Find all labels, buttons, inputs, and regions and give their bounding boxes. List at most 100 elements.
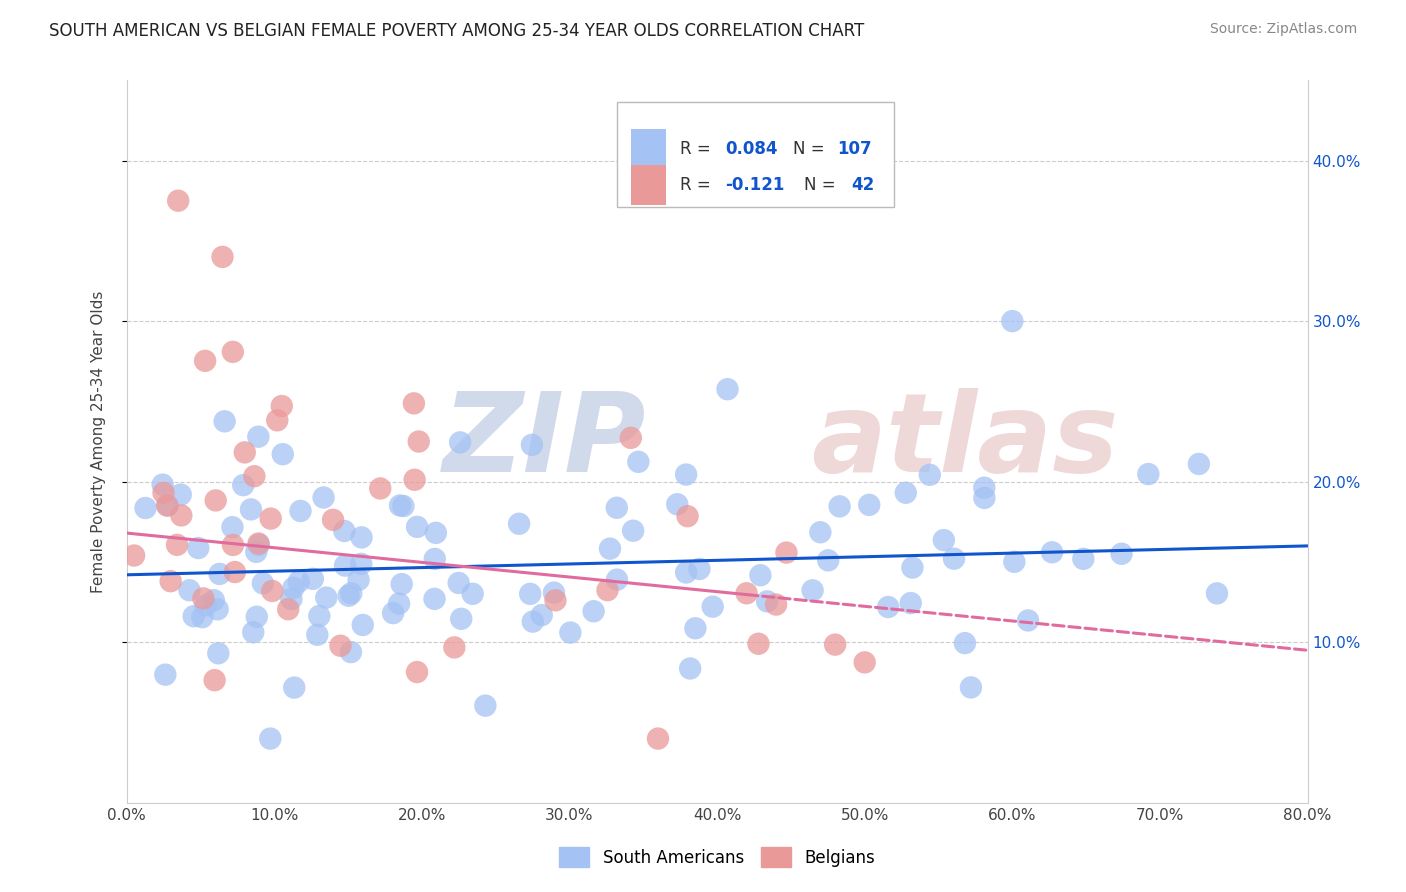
Point	[322, 513, 344, 527]
Point	[266, 413, 288, 427]
Text: ZIP: ZIP	[443, 388, 647, 495]
Point	[447, 576, 470, 591]
Text: Source: ZipAtlas.com: Source: ZipAtlas.com	[1209, 22, 1357, 37]
Point	[233, 445, 256, 459]
Point	[187, 541, 209, 555]
Point	[474, 698, 496, 713]
Point	[156, 499, 179, 513]
Point	[207, 602, 229, 616]
Point	[252, 576, 274, 591]
Point	[170, 488, 193, 502]
Point	[290, 504, 312, 518]
Point	[350, 557, 373, 571]
Point	[340, 586, 363, 600]
Point	[1137, 467, 1160, 481]
Point	[599, 541, 621, 556]
Point	[194, 354, 217, 368]
Point	[853, 656, 876, 670]
Point	[901, 560, 924, 574]
Point	[530, 608, 553, 623]
Point	[202, 593, 225, 607]
Point	[404, 473, 426, 487]
Point	[247, 430, 270, 444]
Point	[406, 520, 429, 534]
Point	[775, 545, 797, 559]
Point	[461, 587, 484, 601]
Point	[302, 572, 325, 586]
Point	[271, 447, 294, 461]
Point	[900, 596, 922, 610]
Point	[1073, 551, 1095, 566]
Point	[408, 434, 430, 449]
Point	[894, 485, 917, 500]
Text: N =: N =	[793, 140, 830, 158]
Point	[520, 438, 543, 452]
Point	[204, 673, 226, 688]
Legend: South Americans, Belgians: South Americans, Belgians	[553, 840, 882, 874]
Point	[245, 545, 267, 559]
Point	[204, 493, 226, 508]
Point	[389, 499, 412, 513]
Point	[828, 500, 851, 514]
Point	[801, 583, 824, 598]
Point	[423, 552, 446, 566]
Point	[627, 455, 650, 469]
Y-axis label: Female Poverty Among 25-34 Year Olds: Female Poverty Among 25-34 Year Olds	[91, 291, 105, 592]
Point	[270, 399, 292, 413]
Point	[262, 584, 284, 599]
Point	[232, 478, 254, 492]
Point	[765, 598, 787, 612]
Point	[449, 435, 471, 450]
Point	[1040, 545, 1063, 559]
Point	[247, 538, 270, 552]
Point	[388, 597, 411, 611]
Point	[918, 467, 941, 482]
Point	[224, 565, 246, 579]
Point	[544, 593, 567, 607]
Point	[333, 558, 356, 573]
Text: N =: N =	[804, 176, 846, 194]
Point	[242, 625, 264, 640]
Point	[368, 482, 391, 496]
Point	[167, 194, 190, 208]
Point	[808, 525, 831, 540]
Point	[312, 491, 335, 505]
Point	[606, 573, 628, 587]
Point	[973, 491, 995, 505]
Text: SOUTH AMERICAN VS BELGIAN FEMALE POVERTY AMONG 25-34 YEAR OLDS CORRELATION CHART: SOUTH AMERICAN VS BELGIAN FEMALE POVERTY…	[49, 22, 865, 40]
Point	[749, 568, 772, 582]
Point	[960, 681, 983, 695]
Text: -0.121: -0.121	[725, 176, 785, 194]
Point	[522, 615, 544, 629]
Point	[391, 577, 413, 591]
Point	[824, 638, 846, 652]
FancyBboxPatch shape	[617, 102, 894, 207]
Point	[596, 583, 619, 598]
Point	[679, 661, 702, 675]
Point	[350, 530, 373, 544]
Point	[943, 551, 966, 566]
Point	[347, 573, 370, 587]
Point	[333, 524, 356, 538]
Point	[443, 640, 465, 655]
Point	[735, 586, 758, 600]
Point	[156, 499, 179, 513]
Point	[676, 509, 699, 524]
Text: atlas: atlas	[811, 388, 1119, 495]
Point	[685, 621, 707, 635]
Point	[1188, 457, 1211, 471]
Point	[122, 549, 145, 563]
Point	[402, 396, 425, 410]
Point	[207, 646, 229, 660]
Point	[191, 610, 214, 624]
Point	[973, 481, 995, 495]
Point	[621, 524, 644, 538]
Bar	[631, 165, 666, 205]
Point	[647, 731, 669, 746]
Point	[166, 538, 188, 552]
Text: R =: R =	[681, 176, 717, 194]
Point	[675, 566, 697, 580]
Point	[352, 618, 374, 632]
Point	[222, 538, 245, 552]
Point	[152, 485, 174, 500]
